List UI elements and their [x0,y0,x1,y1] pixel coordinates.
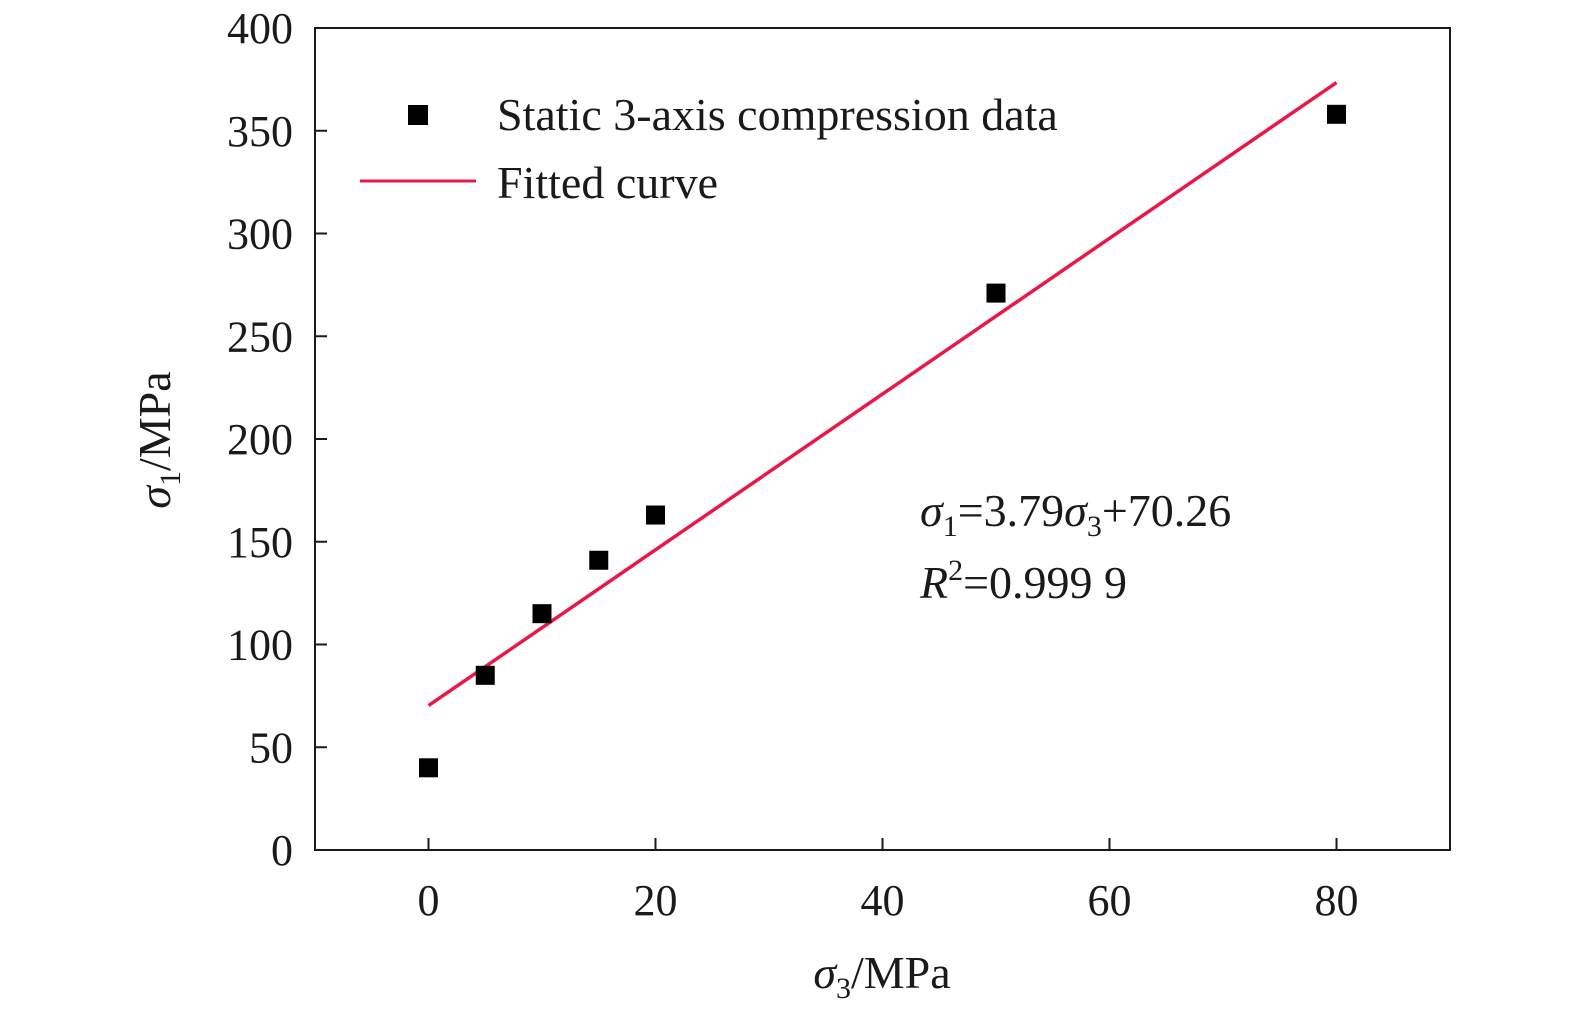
x-tick-label: 80 [1315,876,1359,925]
y-tick-label: 350 [227,107,293,156]
y-tick-label: 150 [227,518,293,567]
x-tick-label: 40 [861,876,905,925]
y-tick-label: 0 [271,826,293,875]
fit-annotation: σ1=3.79σ3+70.26 R2=0.999 9 [919,485,1231,608]
legend-label-fit: Fitted curve [497,157,718,208]
y-axis-label: σ1/MPa [129,371,187,508]
plot-frame [314,27,1451,851]
x-tick-label: 0 [418,876,440,925]
legend-marker-scatter [408,105,428,125]
y-tick-label: 200 [227,415,293,464]
y-tick-label: 300 [227,210,293,259]
series-layer [419,81,1346,778]
axis-ticks: 0 20 40 60 80 0 50 100 150 200 250 300 350 400 [227,4,1359,925]
data-point [419,758,438,778]
x-tick-label: 60 [1088,876,1132,925]
data-point [646,505,665,525]
y-tick-label: 50 [249,723,293,772]
data-point [1327,104,1346,124]
data-point [986,283,1006,303]
r-squared-text: R2=0.999 9 [919,554,1127,608]
data-point [475,665,495,685]
fit-line [427,81,1338,708]
y-tick-label: 250 [227,312,293,361]
x-tick-label: 20 [634,876,678,925]
x-axis-label: σ3/MPa [813,947,950,1005]
legend-label-scatter: Static 3-axis compression data [497,89,1058,140]
legend: Static 3-axis compression data Fitted cu… [360,89,1058,208]
equation-text: σ1=3.79σ3+70.26 [920,485,1231,543]
y-tick-label: 400 [227,4,293,53]
plot-area-border [314,27,1451,851]
y-tick-label: 100 [227,621,293,670]
data-point [589,550,609,570]
data-point [532,604,552,624]
